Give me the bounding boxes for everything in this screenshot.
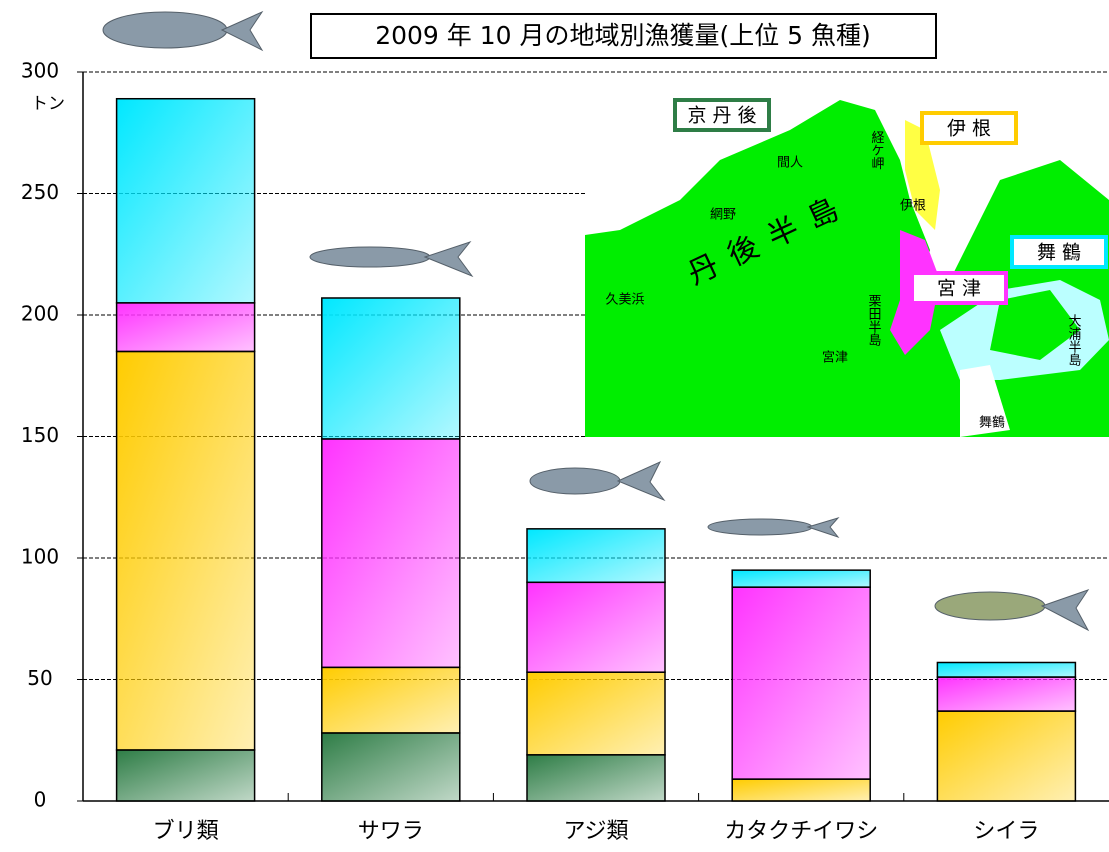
y-tick-label: 200 xyxy=(21,302,59,326)
map-label: 久美浜 xyxy=(605,293,644,308)
legend-box xyxy=(673,98,771,132)
bar-segment xyxy=(526,754,666,802)
bar-segment xyxy=(115,97,256,304)
map-label: 間人 xyxy=(777,156,803,171)
y-tick-label: 300 xyxy=(21,59,59,83)
bar-segment xyxy=(731,778,871,802)
fish-icons xyxy=(102,10,1090,632)
map-label: 宮津 xyxy=(822,350,848,366)
y-tick-label: 0 xyxy=(34,788,47,812)
legend-label: 舞 鶴 xyxy=(1037,242,1081,264)
legend-label: 宮 津 xyxy=(937,278,981,300)
x-tick-label: アジ類 xyxy=(563,819,628,844)
bar-segment xyxy=(115,350,256,751)
bar-segment xyxy=(526,581,666,673)
map-sea xyxy=(960,365,1010,437)
map-label: 大浦半島 xyxy=(1066,314,1082,366)
bar-segment xyxy=(321,666,461,734)
bar-segment xyxy=(526,671,666,756)
bar-segment xyxy=(321,297,461,440)
bar-segment xyxy=(731,586,871,780)
y-tick-label: 100 xyxy=(21,545,59,569)
x-tick-label: シイラ xyxy=(973,819,1039,844)
legend-box xyxy=(1010,235,1108,269)
map-label: 網野 xyxy=(710,208,736,223)
x-tick-label: カタクチイワシ xyxy=(724,819,878,844)
y-tick-label: 150 xyxy=(21,423,59,447)
title-box xyxy=(310,13,937,59)
plot: 0 50 100 150 200 250 300 ブリ類 サワラ アジ類 カタクチイワシ シイラ xyxy=(21,59,1109,844)
map-label: 伊根 xyxy=(900,199,926,214)
y-tick-label: 50 xyxy=(27,666,52,690)
y-unit: トン xyxy=(31,94,65,114)
legend-label: 伊 根 xyxy=(947,118,991,140)
bar-segment xyxy=(731,569,871,588)
bar-segment xyxy=(936,661,1077,678)
bar-segment xyxy=(115,749,256,802)
map-label: 舞鶴 xyxy=(979,415,1005,431)
legend-box xyxy=(910,271,1008,305)
map-label: 経ケ岬 xyxy=(869,131,885,170)
chart-title: 2009 年 10 月の地域別漁獲量(上位 5 魚種) xyxy=(375,21,871,50)
bar-segment xyxy=(936,676,1077,712)
legend-box xyxy=(920,111,1018,145)
x-tick-label: ブリ類 xyxy=(153,819,219,844)
bar-segment xyxy=(936,710,1077,802)
bar-segment xyxy=(115,302,256,353)
map-region xyxy=(905,120,940,230)
map-land xyxy=(990,290,1080,360)
bar-segment xyxy=(321,732,461,802)
x-tick-label: サワラ xyxy=(358,819,424,844)
bar-segment xyxy=(526,528,666,584)
legend-label: 京 丹 後 xyxy=(687,105,756,127)
bar-segment xyxy=(321,438,461,669)
map-label: 栗田半島 xyxy=(866,294,882,346)
y-tick-label: 250 xyxy=(21,180,59,204)
